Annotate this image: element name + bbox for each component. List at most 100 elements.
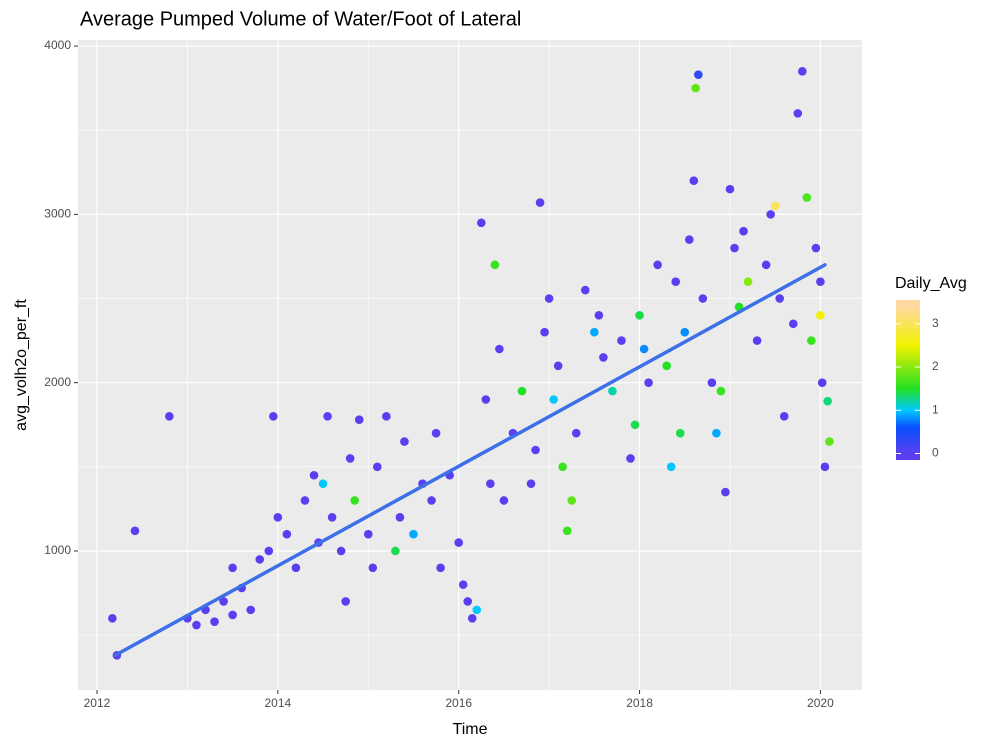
point: [431, 428, 441, 438]
colorbar-tick-label: 0: [932, 446, 939, 460]
colorbar-tick-label: 3: [932, 316, 939, 330]
point: [594, 311, 604, 320]
x-axis-title: Time: [453, 721, 488, 738]
trend-line: [113, 263, 827, 658]
point: [775, 294, 785, 303]
legend-title: Daily_Avg: [895, 275, 967, 292]
point: [807, 336, 816, 345]
point: [255, 555, 265, 564]
point: [544, 294, 554, 303]
x-tick-label: 2018: [626, 696, 653, 710]
point: [630, 420, 640, 430]
point: [716, 386, 726, 396]
point: [725, 184, 735, 194]
marks: [108, 67, 834, 660]
point: [730, 243, 739, 253]
point: [825, 437, 834, 446]
point: [499, 496, 509, 505]
point: [472, 605, 482, 615]
y-tick-label: 2000: [44, 375, 71, 389]
point: [228, 563, 237, 573]
point: [820, 462, 830, 472]
point: [798, 67, 807, 76]
point: [273, 513, 283, 522]
point: [309, 470, 319, 480]
point: [675, 428, 685, 438]
point: [644, 378, 653, 387]
point: [752, 336, 762, 345]
point: [526, 479, 536, 488]
point: [400, 437, 409, 446]
point: [788, 319, 798, 329]
point: [391, 546, 400, 556]
point: [639, 344, 649, 354]
point: [130, 526, 140, 536]
point: [712, 428, 721, 438]
point: [698, 294, 708, 303]
point: [228, 610, 237, 620]
point: [562, 526, 572, 536]
x-tick-label: 2014: [264, 696, 291, 710]
point: [816, 311, 825, 320]
point: [739, 226, 748, 236]
point: [454, 538, 463, 547]
chart-title: Average Pumped Volume of Water/Foot of L…: [80, 8, 521, 30]
y-tick-label: 3000: [44, 207, 71, 221]
point: [816, 277, 825, 286]
point: [481, 395, 491, 404]
point: [662, 361, 671, 371]
point: [219, 597, 228, 606]
point: [108, 614, 117, 623]
point: [246, 605, 256, 615]
y-tick-label: 4000: [44, 38, 71, 52]
point: [743, 277, 753, 286]
point: [495, 344, 504, 354]
point: [567, 496, 577, 505]
point: [635, 311, 644, 320]
x-tick-label: 2016: [445, 696, 472, 710]
point: [350, 496, 360, 505]
point: [467, 614, 477, 623]
point: [517, 386, 527, 396]
point: [368, 563, 378, 573]
colorbar: [896, 300, 920, 460]
point: [802, 193, 812, 202]
point: [269, 412, 278, 421]
point: [793, 109, 803, 118]
point: [811, 243, 821, 253]
point: [341, 597, 350, 606]
point: [691, 83, 700, 93]
point: [590, 327, 599, 337]
point: [427, 496, 436, 505]
point: [558, 462, 567, 472]
point: [409, 529, 418, 539]
y-axis-title: avg_volh2o_per_ft: [13, 299, 30, 431]
point: [490, 260, 500, 270]
point: [458, 580, 468, 589]
point: [210, 617, 219, 626]
point: [165, 412, 174, 421]
point: [689, 176, 699, 186]
point: [707, 378, 717, 387]
y-tick-label: 1000: [44, 543, 71, 557]
point: [300, 496, 310, 505]
point: [395, 513, 405, 522]
point: [721, 487, 730, 497]
point: [617, 336, 626, 345]
point: [684, 235, 694, 244]
point: [666, 462, 676, 472]
point: [761, 260, 771, 270]
point: [436, 563, 445, 573]
point: [626, 454, 635, 463]
point: [766, 210, 775, 219]
point: [694, 70, 703, 79]
point: [373, 462, 382, 472]
point: [282, 529, 292, 539]
point: [363, 529, 373, 539]
point: [553, 361, 563, 371]
point: [535, 198, 545, 207]
point: [323, 412, 332, 421]
point: [318, 479, 328, 488]
point: [486, 479, 495, 488]
point: [354, 415, 364, 424]
